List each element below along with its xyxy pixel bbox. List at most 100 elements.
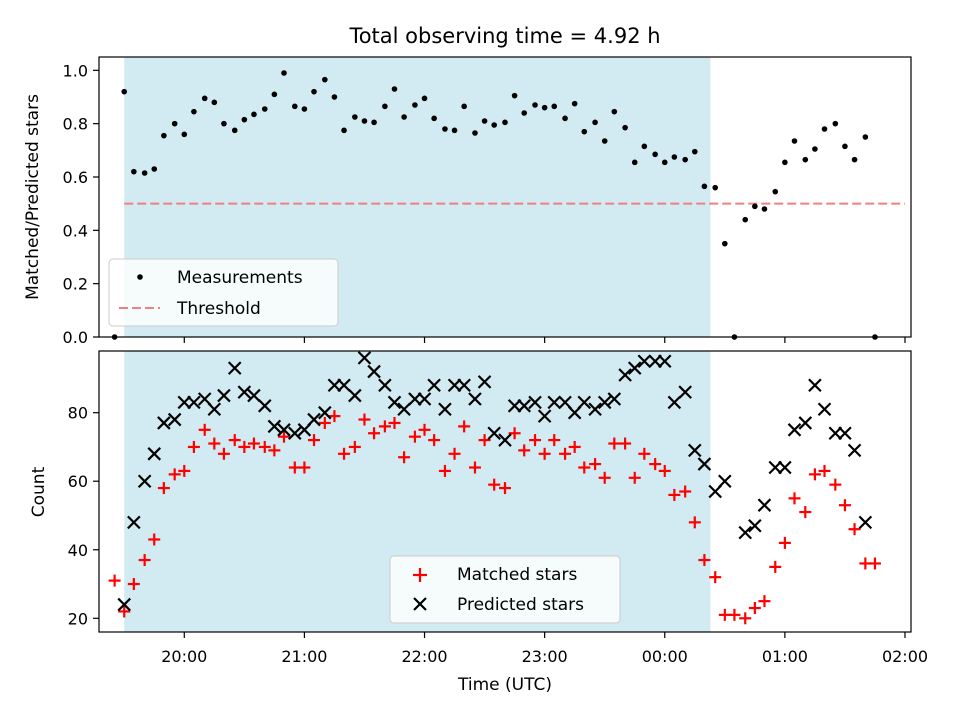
predicted-star-point [547, 395, 562, 410]
measurement-point [682, 156, 688, 163]
matched-star-point [308, 434, 321, 447]
matched-star-point [468, 461, 481, 474]
predicted-star-point [757, 498, 772, 512]
measurement-point [691, 148, 698, 155]
measurement-point [322, 76, 328, 83]
measurement-point [521, 110, 528, 116]
measurement-point [812, 146, 818, 152]
matched-star-point [428, 434, 441, 447]
measurement-point [532, 102, 538, 108]
predicted-star-point [637, 354, 652, 369]
measurement-point [371, 119, 377, 126]
measurement-point [171, 120, 178, 127]
measurement-point [151, 166, 158, 172]
matched-star-point [378, 420, 391, 433]
matched-star-point [658, 464, 671, 477]
predicted-star-point [828, 426, 843, 441]
measurement-point [862, 134, 869, 140]
matched-star-point [829, 478, 842, 491]
legend-matched-label: Matched stars [457, 565, 577, 585]
bottom-y-tick-label: 40 [68, 541, 88, 560]
predicted-star-point [447, 378, 462, 393]
matched-star-point [157, 482, 170, 495]
bottom-x-tick-label: 22:00 [401, 647, 447, 666]
measurement-point [481, 118, 488, 124]
predicted-star-point [257, 399, 272, 413]
top-y-axis-label: Matched/Predicted stars [23, 94, 43, 300]
predicted-star-point [367, 364, 381, 379]
measurement-point [842, 143, 848, 150]
matched-star-point [358, 413, 371, 426]
top-y-tick-label: 0.4 [63, 221, 88, 240]
predicted-star-point [247, 388, 261, 403]
matched-star-point [398, 451, 411, 464]
matched-star-point [228, 434, 241, 447]
predicted-star-point [718, 474, 732, 488]
measurement-point [251, 111, 257, 118]
predicted-star-point [427, 378, 441, 393]
matched-star-point [138, 554, 151, 567]
matched-star-point [739, 612, 752, 625]
predicted-star-point [167, 412, 182, 427]
top-x-ticks [183, 337, 906, 343]
matched-star-point [709, 571, 722, 584]
predicted-star-point [748, 518, 762, 533]
measurement-point [221, 120, 227, 127]
measurement-point [761, 206, 768, 212]
matched-star-point [679, 485, 692, 498]
predicted-star-point [397, 402, 411, 417]
matched-star-point [638, 447, 651, 460]
predicted-star-point [357, 351, 372, 365]
predicted-star-point [487, 426, 501, 441]
matched-star-point [688, 516, 701, 529]
measurement-point [412, 102, 418, 108]
bottom-legend-box [389, 555, 621, 624]
matched-star-point [438, 464, 451, 477]
measurement-point [622, 124, 628, 131]
predicted-star-point [618, 368, 632, 382]
matched-star-point [769, 560, 782, 573]
matched-star-point [508, 427, 521, 440]
matched-star-point [668, 488, 681, 501]
measurement-point [472, 130, 478, 136]
matched-star-point [799, 506, 812, 519]
predicted-star-point [588, 402, 602, 417]
matched-star-point [217, 447, 230, 460]
measurement-point [652, 151, 658, 158]
measurement-point [431, 115, 437, 122]
matched-star-point [178, 464, 191, 477]
predicted-star-point [627, 361, 642, 375]
measurement-point [291, 103, 298, 110]
matched-star-point [328, 410, 341, 423]
matched-star-point [408, 430, 421, 443]
measurement-point [352, 114, 358, 120]
predicted-star-point [207, 402, 222, 417]
measurement-point [331, 94, 338, 100]
top-y-ticks: 0.0 0.2 0.4 0.6 0.8 1.0 [63, 61, 99, 347]
legend-threshold-label: Threshold [176, 299, 261, 319]
predicted-star-point [378, 378, 392, 393]
measurement-point [281, 70, 287, 76]
measurement-point [241, 116, 248, 123]
measurement-point [191, 108, 197, 115]
bottom-x-ticks: 20:00 21:00 22:00 23:00 00:00 01:00 02:00 [161, 632, 928, 666]
predicted-star-point [348, 388, 362, 403]
measurement-point [121, 88, 128, 95]
top-y-tick-label: 0.2 [63, 275, 88, 294]
bottom-x-tick-label: 01:00 [762, 647, 808, 666]
measurement-point [802, 156, 809, 163]
measurement-point [581, 128, 588, 135]
predicted-star-point [597, 395, 612, 410]
matched-star-point [578, 461, 591, 474]
predicted-star-point [528, 395, 542, 410]
bottom-x-tick-label: 20:00 [161, 647, 207, 666]
predicted-star-points [117, 351, 873, 612]
measurement-point [821, 126, 828, 132]
measurement-point [271, 91, 278, 98]
matched-star-point [619, 437, 632, 450]
predicted-star-point [688, 443, 702, 458]
predicted-star-point [768, 460, 783, 475]
predicted-star-point [438, 402, 452, 417]
predicted-star-point [457, 378, 471, 393]
